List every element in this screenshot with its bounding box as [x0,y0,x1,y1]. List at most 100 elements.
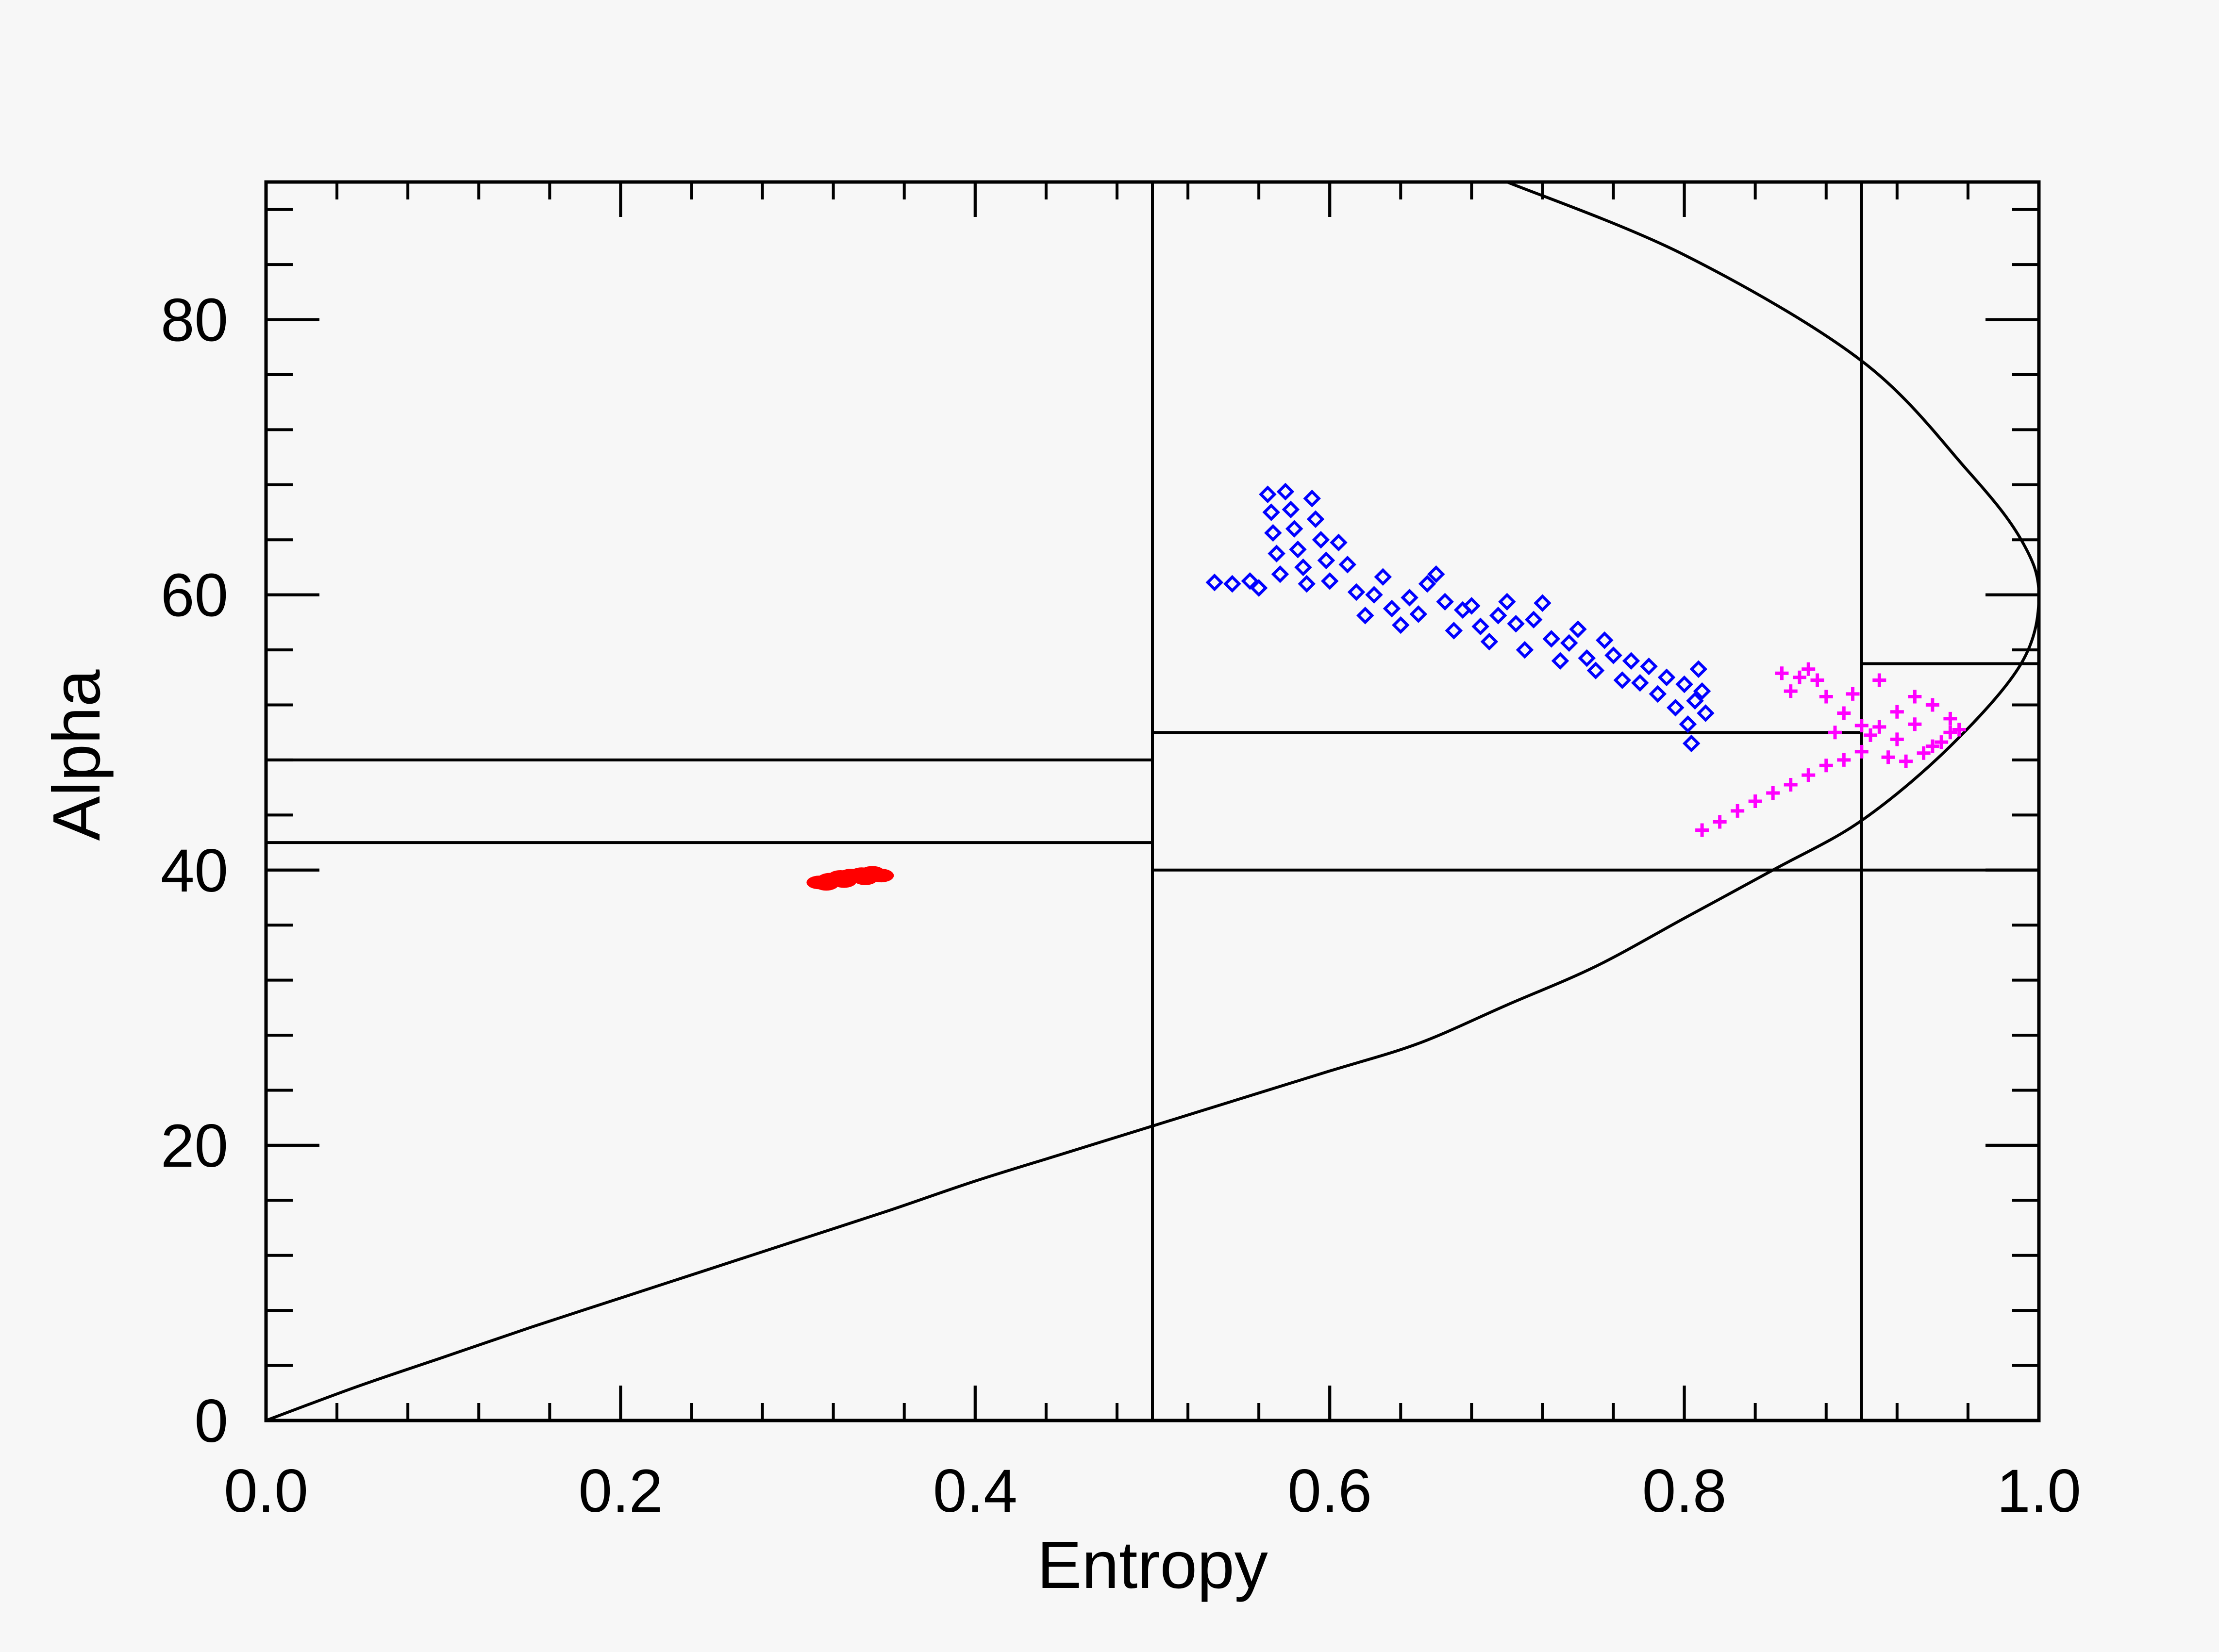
data-point [1262,503,1280,521]
data-point [1205,573,1224,592]
data-point [1471,617,1489,636]
series-1 [1205,482,1715,753]
data-point [831,874,857,888]
data-point [1890,705,1904,719]
plot-frame [264,180,2041,1422]
series-0 [806,866,894,891]
data-point [1347,583,1366,601]
y-tick-label: 0 [194,1388,228,1455]
data-point [1819,759,1833,773]
data-point [1943,726,1957,740]
data-point [1374,568,1392,586]
data-point [1320,572,1339,590]
y-tick-label: 60 [161,562,228,629]
data-point [1298,575,1316,593]
data-point [1551,652,1569,670]
data-point [1802,768,1816,782]
data-point [1925,739,1939,753]
data-point [1294,558,1312,577]
data-point [1667,698,1685,717]
data-point [1748,794,1762,808]
data-point [1675,675,1693,694]
data-point [1775,666,1789,680]
data-point [1713,815,1727,829]
series-2 [1695,662,1966,837]
data-point [1837,706,1851,720]
data-point [1943,711,1957,726]
data-point [1864,728,1878,742]
axis-ticks [265,182,2040,1422]
data-point [1569,620,1587,638]
data-point [1498,593,1516,611]
data-point [1560,634,1578,652]
data-point [1731,804,1745,818]
data-point [1524,611,1543,628]
data-point [1604,646,1622,664]
data-point [1802,662,1816,676]
data-point [1306,510,1325,528]
data-point [1250,579,1268,597]
data-point [852,871,878,885]
data-point [1356,606,1374,625]
data-point [1657,668,1676,687]
data-point [1285,520,1303,538]
data-point [1312,531,1330,549]
data-point [1784,777,1798,792]
data-point [1480,632,1499,651]
data-point [1516,641,1534,659]
data-point [1534,594,1552,612]
data-point [1401,589,1418,607]
y-tick-label: 80 [161,287,228,354]
y-tick-label: 40 [161,837,228,905]
data-point [1935,735,1949,749]
data-point [1463,597,1481,615]
y-tick-label: 20 [161,1112,228,1180]
data-point [1640,657,1658,676]
data-point [1489,606,1507,625]
data-point [1766,786,1780,800]
data-point [1854,744,1869,759]
x-tick-label: 0.2 [579,1457,663,1525]
data-point [1810,673,1824,687]
data-point [1303,489,1321,508]
data-point [1259,485,1277,503]
data-point [1276,482,1295,501]
data-point [1952,723,1966,737]
data-point [1792,670,1806,684]
y-axis-title: Alpha [39,669,114,841]
data-point [1682,734,1701,753]
tick-labels: 0.0 0.2 0.4 0.6 0.8 1.0 0 20 40 60 80 [161,287,2081,1525]
data-point [1271,565,1289,583]
data-point [1409,605,1428,623]
data-point [1697,704,1715,722]
data-point [1427,565,1445,583]
data-series [806,482,1966,891]
data-point [1264,524,1282,542]
data-point [1507,614,1525,633]
data-point [1631,674,1649,692]
data-point [1317,551,1335,570]
data-point [1679,715,1697,733]
data-point [1899,754,1913,768]
data-point [1338,556,1356,574]
data-point [1872,720,1886,734]
data-point [1392,616,1410,634]
data-point [1542,630,1560,648]
x-tick-label: 0.8 [1642,1457,1727,1525]
data-point [1596,631,1614,649]
data-point [1686,692,1704,710]
data-point [1846,687,1860,701]
data-point [1890,732,1904,746]
data-point [1578,649,1596,667]
data-point [1586,661,1605,679]
data-point [1383,599,1401,618]
x-tick-label: 0.4 [933,1457,1018,1525]
data-point [1418,575,1436,593]
data-point [1837,753,1851,767]
data-point [1241,572,1259,590]
x-tick-label: 0.6 [1287,1457,1372,1525]
data-point [1693,682,1711,700]
data-point [1365,586,1383,604]
